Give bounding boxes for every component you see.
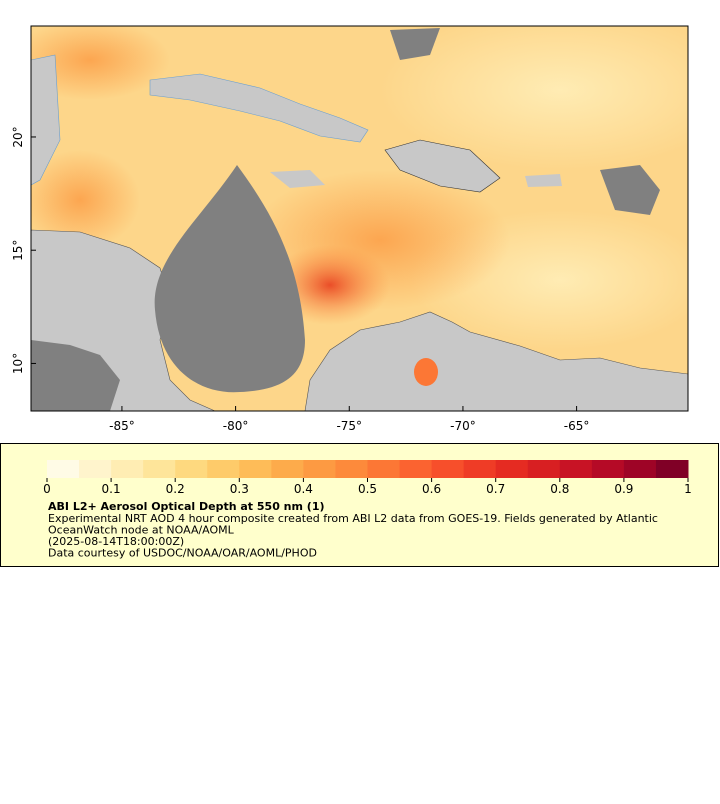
colorbar-segment <box>527 460 561 478</box>
land <box>149 73 369 143</box>
colorbar-segment <box>239 460 272 478</box>
colorbar-segment <box>303 460 336 478</box>
land <box>384 139 501 193</box>
aod-field <box>31 150 140 250</box>
colorbar-tick-label: 0.1 <box>102 482 121 496</box>
colorbar-segment <box>591 460 625 478</box>
colorbar-segment <box>335 460 368 478</box>
x-tick-label: -70° <box>450 419 476 433</box>
map-area <box>31 26 688 411</box>
colorbar-segment <box>79 460 112 478</box>
no-data-swath <box>154 165 305 393</box>
colorbar-tick-label: 1 <box>684 482 692 496</box>
colorbar-tick-label: 0.9 <box>614 482 633 496</box>
colorbar-segment <box>623 460 657 478</box>
colorbar-tick-label: 0.3 <box>230 482 249 496</box>
y-tick-label: 10° <box>11 353 25 374</box>
y-tick-label: 20° <box>11 126 25 147</box>
x-tick-label: -80° <box>223 419 249 433</box>
y-tick-label: 15° <box>11 240 25 261</box>
colorbar-segment <box>367 460 401 478</box>
colorbar-tick-label: 0.6 <box>422 482 441 496</box>
colorbar-segment <box>655 460 689 478</box>
colorbar-segment <box>207 460 240 478</box>
colorbar-tick-label: 0.8 <box>550 482 569 496</box>
no-data <box>390 28 440 60</box>
colorbar-segment <box>463 460 497 478</box>
colorbar-tick-label: 0.5 <box>358 482 377 496</box>
aod-field <box>414 358 438 386</box>
legend-text: OceanWatch node at NOAA/AOML <box>48 524 235 537</box>
colorbar-tick-label: 0.2 <box>166 482 185 496</box>
x-tick-label: -75° <box>336 419 362 433</box>
colorbar-segment <box>399 460 433 478</box>
colorbar-tick-label: 0 <box>43 482 51 496</box>
colorbar-tick-label: 0.7 <box>486 482 505 496</box>
land <box>304 311 688 411</box>
legend-text: (2025-08-14T18:00:00Z) <box>48 535 184 548</box>
colorbar-segment <box>143 460 176 478</box>
colorbar-tick-label: 0.4 <box>294 482 313 496</box>
aod-field <box>380 26 688 170</box>
colorbar-segment <box>47 460 80 478</box>
no-data <box>600 165 660 215</box>
aod-field <box>31 26 170 100</box>
legend-title: ABI L2+ Aerosol Optical Depth at 550 nm … <box>48 500 325 513</box>
colorbar-segment <box>431 460 465 478</box>
legend-text: Experimental NRT AOD 4 hour composite cr… <box>48 512 658 525</box>
colorbar-segment <box>271 460 304 478</box>
map-frame <box>30 25 689 412</box>
colorbar-segment <box>559 460 593 478</box>
colorbar-segment <box>111 460 144 478</box>
legend-text: Data courtesy of USDOC/NOAA/OAR/AOML/PHO… <box>48 547 317 560</box>
x-tick-label: -85° <box>109 419 135 433</box>
x-tick-label: -65° <box>564 419 590 433</box>
land <box>525 174 562 187</box>
land <box>31 54 61 186</box>
colorbar-segment <box>175 460 208 478</box>
colorbar-segment <box>495 460 529 478</box>
no-data <box>31 340 120 411</box>
land <box>270 170 325 188</box>
